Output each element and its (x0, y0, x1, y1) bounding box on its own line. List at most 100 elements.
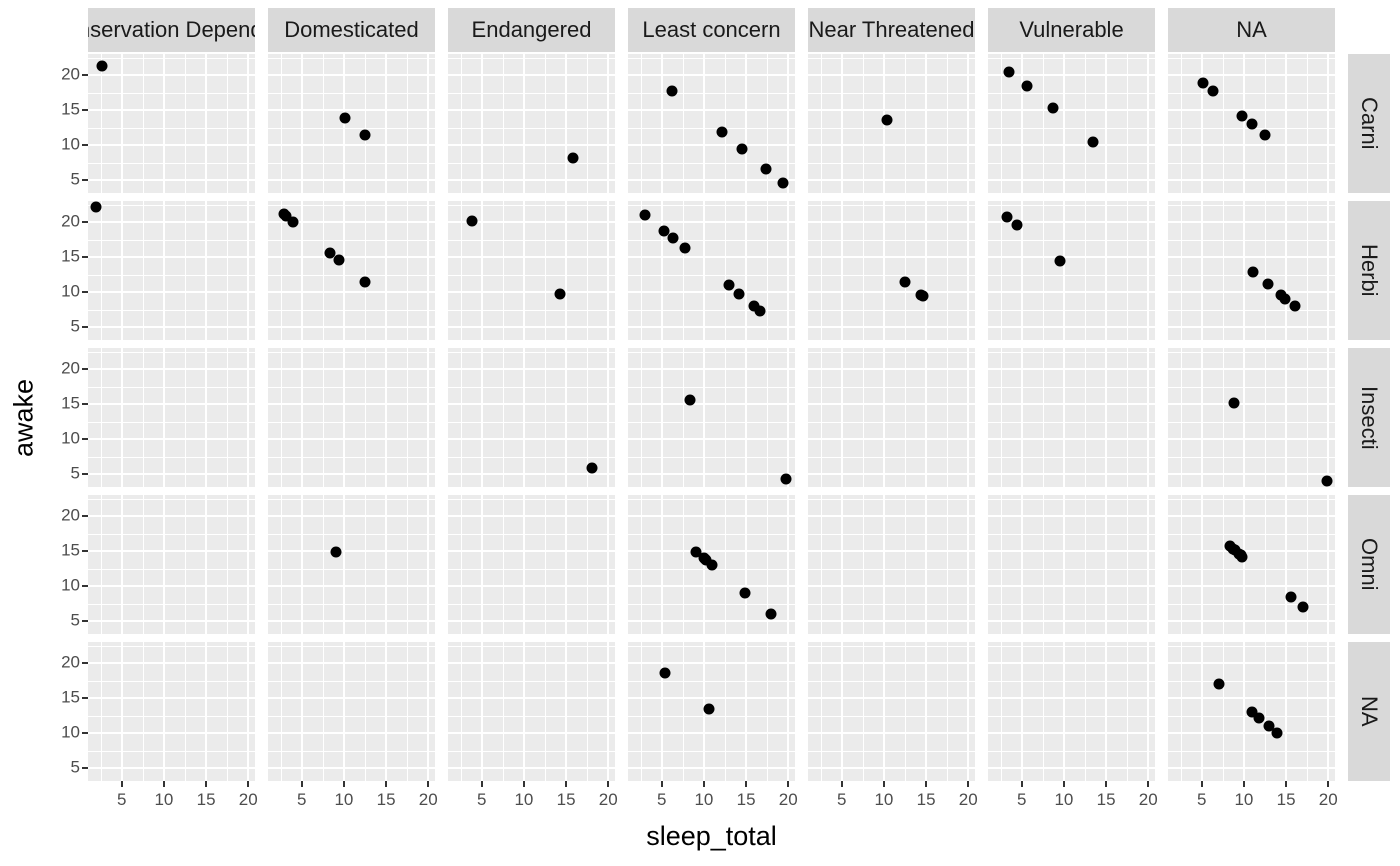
gridline-minor (88, 750, 255, 752)
gridline-major (1062, 642, 1065, 781)
x-tick-mark (882, 781, 885, 787)
data-point (706, 559, 717, 570)
x-tick-label: 20 (778, 790, 798, 809)
gridline-minor (448, 645, 615, 647)
gridline-minor (767, 54, 769, 193)
x-tick-mark (300, 781, 303, 787)
gridline-major (628, 291, 795, 294)
gridline-major (628, 550, 795, 553)
gridline-minor (88, 533, 255, 535)
facet-panel (988, 54, 1155, 193)
gridline-minor (587, 348, 589, 487)
gridline-major (268, 403, 435, 406)
gridline-minor (988, 645, 1155, 647)
facet-row-label: Omni (1357, 538, 1382, 591)
y-tick-mark (82, 179, 88, 182)
gridline-major (1200, 642, 1203, 781)
gridline-major (385, 348, 388, 487)
gridline-major (1285, 201, 1288, 340)
x-tick-label: 10 (694, 790, 714, 809)
data-point (658, 225, 670, 237)
facet-panel (88, 348, 255, 487)
gridline-major (808, 291, 975, 294)
data-point (339, 112, 351, 124)
gridline-minor (1180, 54, 1182, 193)
y-tick-label: 5 (70, 463, 80, 483)
data-point (1247, 266, 1259, 278)
gridline-minor (184, 495, 186, 634)
gridline-major (120, 54, 123, 193)
gridline-major (1147, 54, 1150, 193)
gridline-major (745, 348, 748, 487)
gridline-major (660, 495, 663, 634)
gridline-minor (268, 603, 435, 605)
gridline-major (628, 326, 795, 329)
gridline-minor (1168, 603, 1335, 605)
gridline-major (808, 179, 975, 182)
facet-panel (1168, 642, 1335, 781)
gridline-major (1105, 642, 1108, 781)
gridline-major (882, 348, 885, 487)
gridline-minor (988, 127, 1155, 129)
x-tick-label: 10 (1234, 790, 1254, 809)
gridline-major (205, 495, 208, 634)
gridline-major (628, 515, 795, 518)
gridline-major (1327, 201, 1330, 340)
facet-panel (988, 642, 1155, 781)
gridline-major (247, 54, 250, 193)
data-point (280, 210, 292, 222)
gridline-minor (1307, 495, 1309, 634)
gridline-major (925, 54, 928, 193)
gridline-major (427, 201, 430, 340)
facet-panel (268, 642, 435, 781)
gridline-minor (448, 309, 615, 311)
gridline-minor (88, 715, 255, 717)
y-tick-label: 10 (61, 575, 80, 595)
y-tick-mark (82, 326, 88, 329)
gridline-minor (628, 386, 795, 388)
gridline-major (1020, 642, 1023, 781)
gridline-minor (808, 421, 975, 423)
facet-panel (808, 54, 975, 193)
gridline-major (448, 368, 615, 371)
gridline-major (1168, 515, 1335, 518)
gridline-minor (947, 642, 949, 781)
gridline-major (988, 74, 1155, 77)
gridline-major (268, 144, 435, 147)
data-point (1047, 102, 1059, 114)
x-tick-mark (1285, 781, 1288, 787)
gridline-major (268, 291, 435, 294)
facet-panel (268, 495, 435, 634)
x-tick-label: 5 (657, 790, 667, 809)
gridline-major (628, 438, 795, 441)
facet-col-strip: NA (1168, 8, 1335, 52)
gridline-minor (947, 348, 949, 487)
gridline-major (268, 256, 435, 259)
gridline-minor (1000, 642, 1002, 781)
facet-row-strip: NA (1348, 642, 1390, 781)
gridline-major (628, 403, 795, 406)
gridline-major (988, 620, 1155, 623)
x-tick-label: 5 (837, 790, 847, 809)
gridline-major (808, 697, 975, 700)
x-tick-label: 10 (874, 790, 894, 809)
gridline-minor (808, 162, 975, 164)
gridline-minor (142, 642, 144, 781)
gridline-minor (988, 274, 1155, 276)
gridline-minor (862, 495, 864, 634)
gridline-major (448, 585, 615, 588)
data-point (917, 290, 929, 302)
gridline-minor (1168, 351, 1335, 353)
data-point (1197, 77, 1209, 89)
x-tick-label: 15 (376, 790, 396, 809)
gridline-minor (640, 201, 642, 340)
gridline-major (565, 495, 568, 634)
gridline-minor (268, 456, 435, 458)
gridline-major (1168, 144, 1335, 147)
facet-col-label: Near Threatened (808, 17, 975, 42)
gridline-major (162, 54, 165, 193)
gridline-minor (1042, 201, 1044, 340)
gridline-minor (1084, 348, 1086, 487)
facet-panel (88, 495, 255, 634)
data-point (659, 667, 671, 679)
